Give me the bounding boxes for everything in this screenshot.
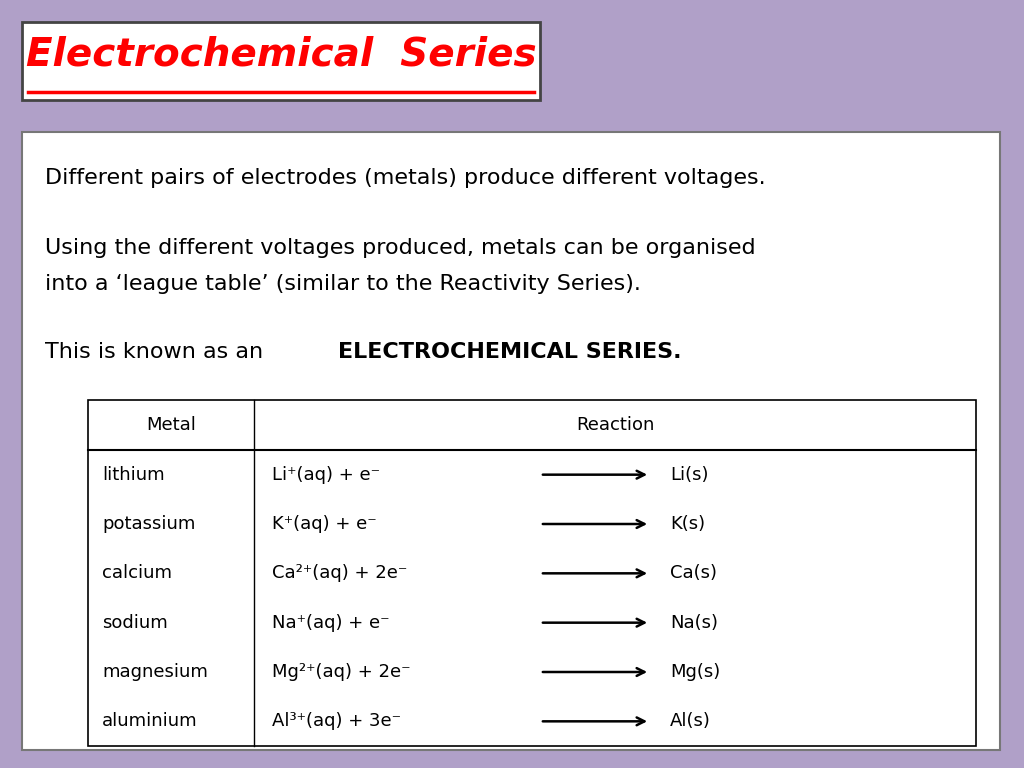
Text: Na(s): Na(s) [670, 614, 718, 631]
FancyBboxPatch shape [22, 132, 1000, 750]
Text: Reaction: Reaction [575, 416, 654, 434]
Text: K⁺(aq) + e⁻: K⁺(aq) + e⁻ [272, 515, 377, 533]
Text: Li(s): Li(s) [670, 465, 709, 484]
Text: Using the different voltages produced, metals can be organised: Using the different voltages produced, m… [45, 238, 756, 258]
Text: Na⁺(aq) + e⁻: Na⁺(aq) + e⁻ [272, 614, 389, 631]
Text: calcium: calcium [102, 564, 172, 582]
Text: K(s): K(s) [670, 515, 706, 533]
Text: Al³⁺(aq) + 3e⁻: Al³⁺(aq) + 3e⁻ [272, 713, 401, 730]
Text: Mg(s): Mg(s) [670, 663, 720, 681]
Text: lithium: lithium [102, 465, 165, 484]
Text: Ca(s): Ca(s) [670, 564, 717, 582]
Text: Li⁺(aq) + e⁻: Li⁺(aq) + e⁻ [272, 465, 380, 484]
Text: into a ‘league table’ (similar to the Reactivity Series).: into a ‘league table’ (similar to the Re… [45, 274, 641, 294]
Bar [88, 400, 976, 746]
Text: This is known as an: This is known as an [45, 342, 270, 362]
Text: sodium: sodium [102, 614, 168, 631]
Text: Different pairs of electrodes (metals) produce different voltages.: Different pairs of electrodes (metals) p… [45, 168, 766, 188]
Text: Electrochemical  Series: Electrochemical Series [26, 36, 537, 74]
Text: potassium: potassium [102, 515, 196, 533]
Text: Ca²⁺(aq) + 2e⁻: Ca²⁺(aq) + 2e⁻ [272, 564, 408, 582]
FancyBboxPatch shape [22, 22, 540, 100]
Text: Metal: Metal [146, 416, 196, 434]
Text: ELECTROCHEMICAL SERIES.: ELECTROCHEMICAL SERIES. [338, 342, 681, 362]
Text: Mg²⁺(aq) + 2e⁻: Mg²⁺(aq) + 2e⁻ [272, 663, 411, 681]
Text: Al(s): Al(s) [670, 713, 711, 730]
Text: magnesium: magnesium [102, 663, 208, 681]
Text: aluminium: aluminium [102, 713, 198, 730]
